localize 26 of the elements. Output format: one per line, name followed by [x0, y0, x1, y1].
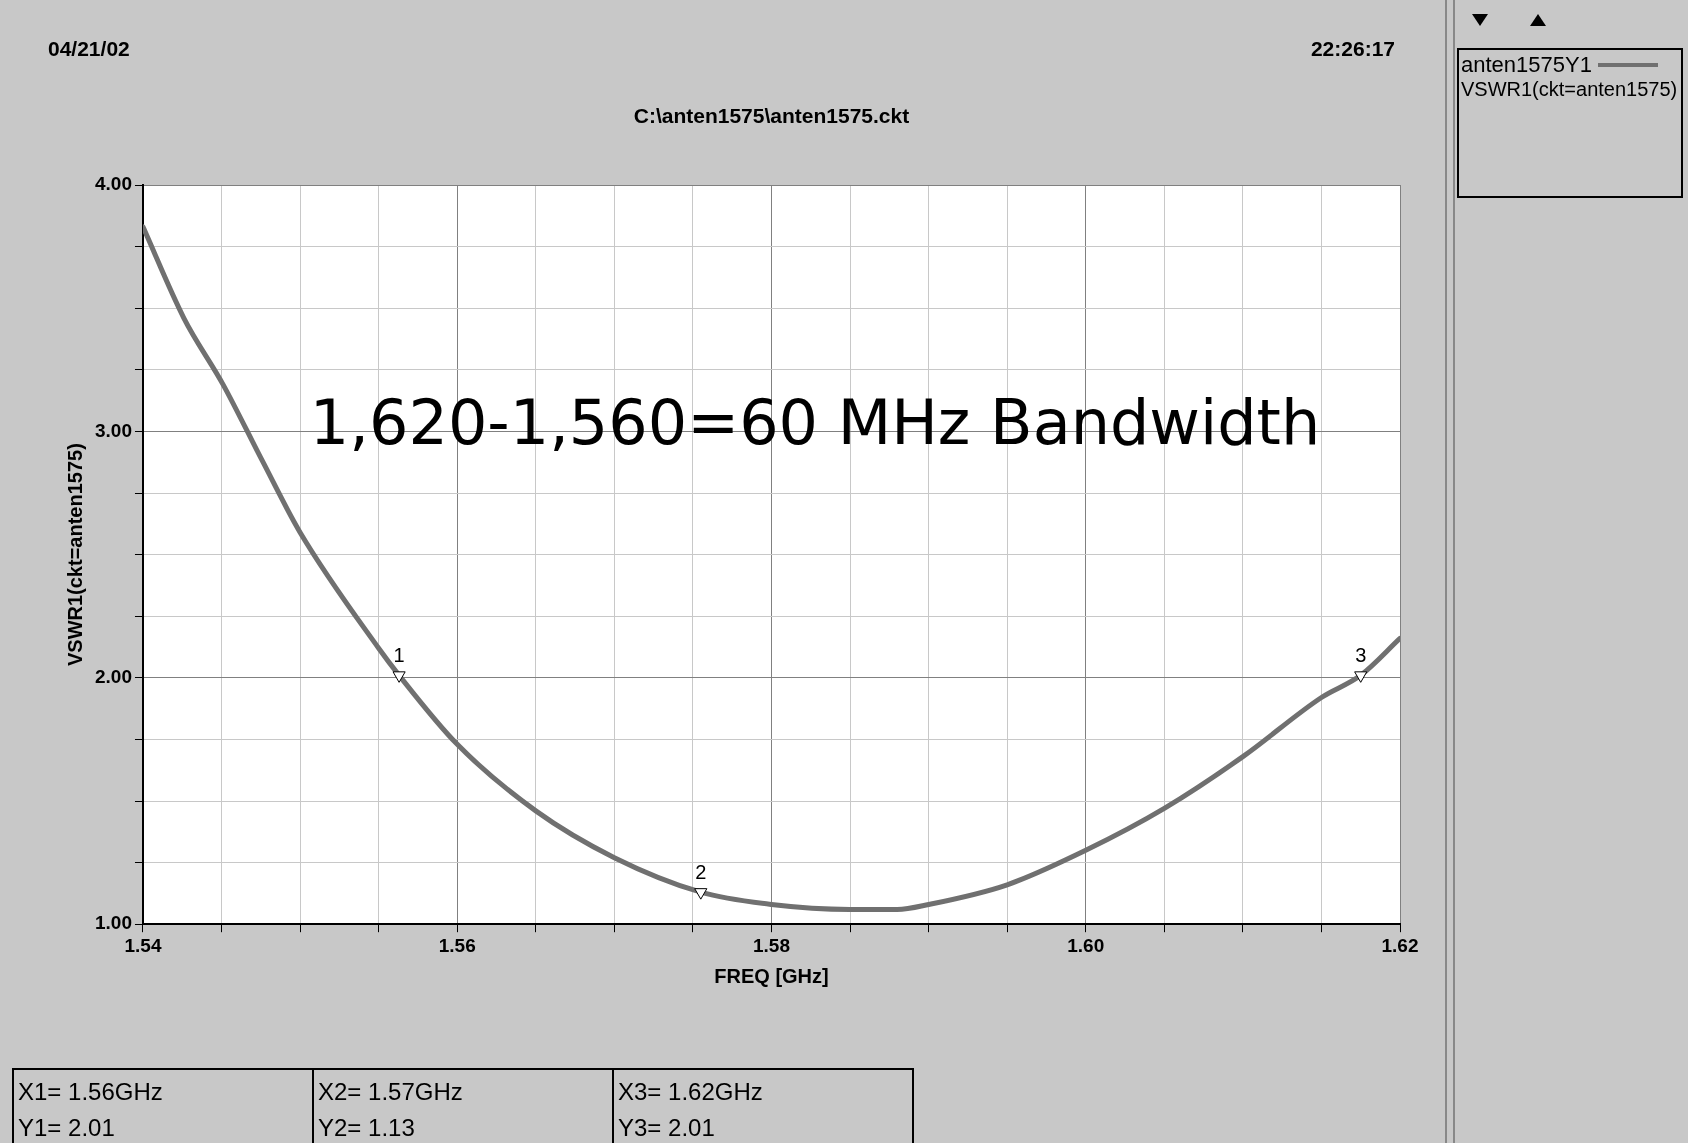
legend-label: anten1575Y1: [1461, 52, 1592, 78]
y-tick-label: 3.00: [95, 419, 132, 441]
x-tick-label: 1.62: [1381, 934, 1419, 956]
annotation: 1: [393, 643, 405, 666]
text: 04/21/02: [48, 36, 130, 60]
text: Y2= 1.13: [318, 1113, 416, 1143]
text: VSWR1(ckt=anten1575): [1461, 78, 1679, 101]
y-tick-label: 2.00: [95, 666, 132, 688]
x-tick-label: 1.60: [1067, 934, 1105, 956]
text: 22:26:17: [1310, 36, 1395, 60]
text: Y1= 2.01: [18, 1113, 116, 1143]
x-tick-label: 1.58: [753, 934, 790, 956]
text: X1= 1.56GHz: [18, 1077, 164, 1107]
x-axis-title: FREQ [GHz]: [714, 964, 829, 987]
annotation: 2: [695, 860, 707, 883]
annotation: 1,620-1,560=60 MHz Bandwidth: [309, 386, 1321, 460]
text: X2= 1.57GHz: [318, 1077, 464, 1107]
text: C:\anten1575\anten1575.ckt: [633, 103, 910, 127]
x-tick-label: 1.56: [438, 934, 476, 956]
y-tick-label: 4.00: [95, 173, 132, 195]
text: Y3= 2.01: [618, 1113, 716, 1143]
y-axis-title: VSWR1(ckt=anten1575): [63, 443, 86, 667]
x-tick-label: 1.54: [124, 934, 162, 956]
annotation: 3: [1355, 643, 1367, 666]
text: X3= 1.62GHz: [618, 1077, 764, 1107]
y-tick-label: 1.00: [95, 912, 132, 934]
